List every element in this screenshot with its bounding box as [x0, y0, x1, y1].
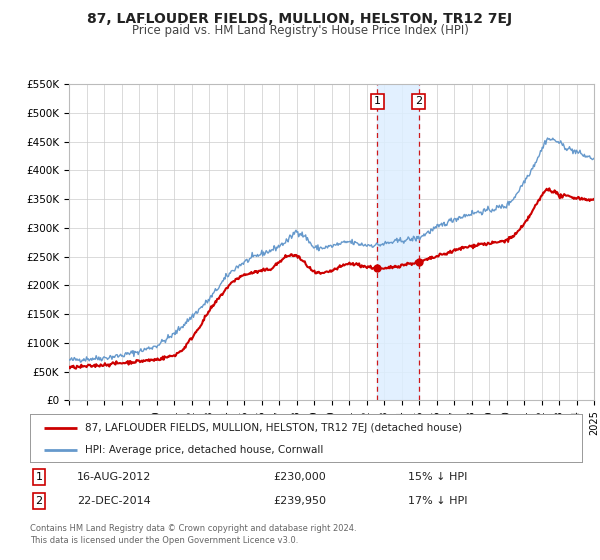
Text: 87, LAFLOUDER FIELDS, MULLION, HELSTON, TR12 7EJ (detached house): 87, LAFLOUDER FIELDS, MULLION, HELSTON, …: [85, 423, 463, 433]
Text: 17% ↓ HPI: 17% ↓ HPI: [408, 496, 468, 506]
Text: 16-AUG-2012: 16-AUG-2012: [77, 472, 151, 482]
Text: 1: 1: [35, 472, 43, 482]
Text: 87, LAFLOUDER FIELDS, MULLION, HELSTON, TR12 7EJ: 87, LAFLOUDER FIELDS, MULLION, HELSTON, …: [88, 12, 512, 26]
Text: 2: 2: [415, 96, 422, 106]
Bar: [377, 84, 419, 400]
Text: £230,000: £230,000: [274, 472, 326, 482]
Text: 2: 2: [35, 496, 43, 506]
Text: 15% ↓ HPI: 15% ↓ HPI: [409, 472, 467, 482]
Text: 22-DEC-2014: 22-DEC-2014: [77, 496, 151, 506]
Text: Price paid vs. HM Land Registry's House Price Index (HPI): Price paid vs. HM Land Registry's House …: [131, 24, 469, 36]
Text: HPI: Average price, detached house, Cornwall: HPI: Average price, detached house, Corn…: [85, 445, 323, 455]
Text: This data is licensed under the Open Government Licence v3.0.: This data is licensed under the Open Gov…: [30, 536, 298, 545]
Text: 1: 1: [374, 96, 381, 106]
Text: Contains HM Land Registry data © Crown copyright and database right 2024.: Contains HM Land Registry data © Crown c…: [30, 524, 356, 533]
Text: £239,950: £239,950: [274, 496, 326, 506]
